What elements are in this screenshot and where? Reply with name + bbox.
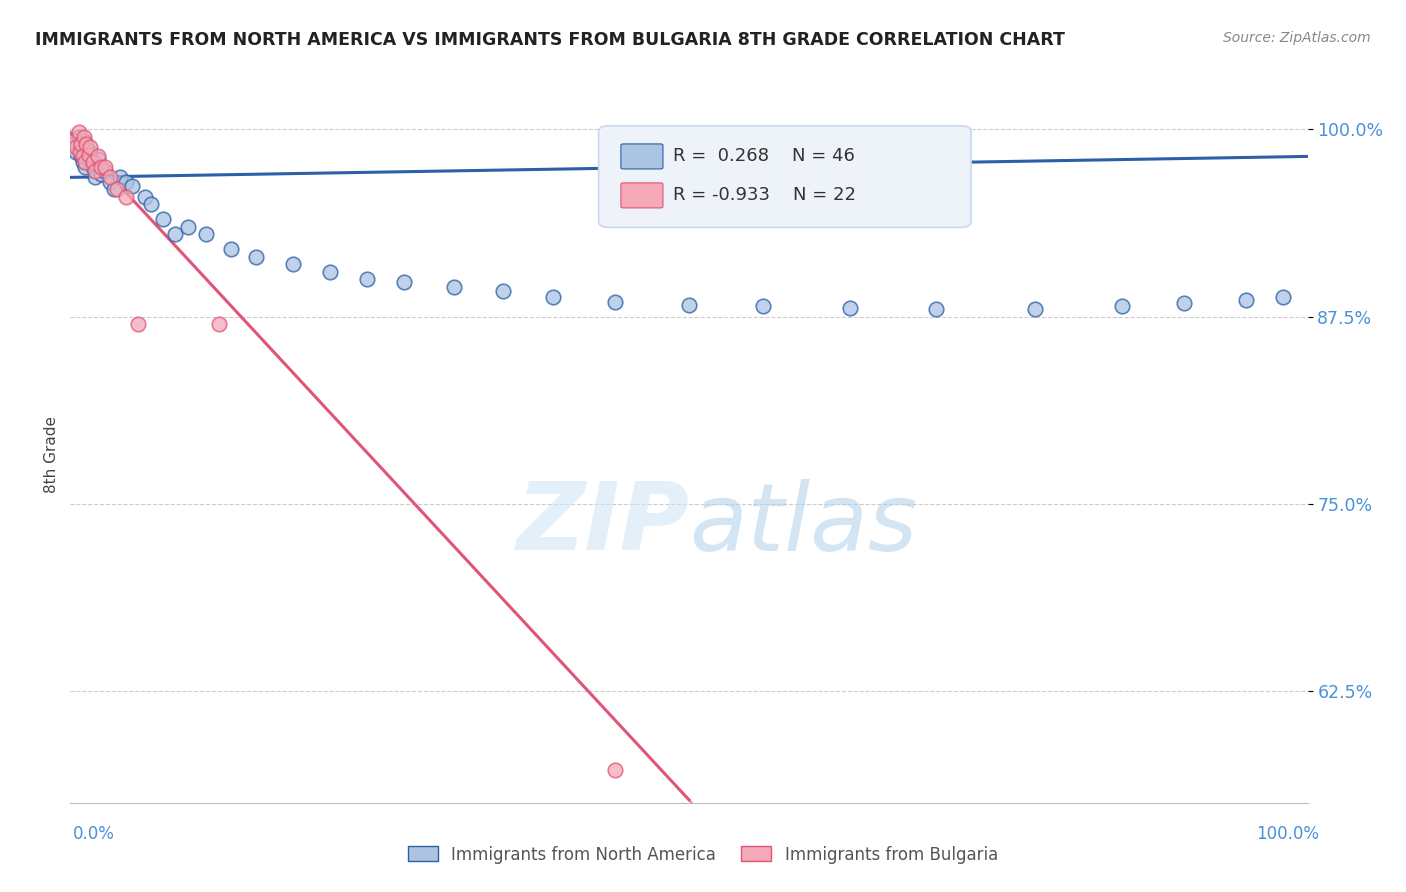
Point xyxy=(838,301,860,315)
FancyBboxPatch shape xyxy=(621,183,664,208)
Text: ZIP: ZIP xyxy=(516,478,689,571)
Text: 100.0%: 100.0% xyxy=(1256,825,1319,843)
Point xyxy=(84,164,107,178)
Point xyxy=(79,140,101,154)
Point xyxy=(75,155,97,169)
Point xyxy=(105,182,128,196)
Point xyxy=(603,763,626,777)
Point xyxy=(541,290,564,304)
Point xyxy=(356,272,378,286)
Point xyxy=(245,250,267,264)
Text: R = -0.933    N = 22: R = -0.933 N = 22 xyxy=(673,186,856,203)
Point xyxy=(94,160,117,174)
Point xyxy=(1173,296,1195,310)
Point xyxy=(98,175,121,189)
Point xyxy=(678,297,700,311)
Point xyxy=(177,219,200,234)
Point xyxy=(603,294,626,309)
Point xyxy=(86,153,108,167)
Point xyxy=(925,301,948,316)
Point xyxy=(121,179,143,194)
Point xyxy=(394,275,416,289)
Point xyxy=(281,257,304,271)
Point xyxy=(84,170,107,185)
Point xyxy=(115,175,138,189)
Point xyxy=(70,137,93,152)
Point xyxy=(65,140,87,154)
Point xyxy=(165,227,187,242)
Point xyxy=(1111,299,1133,313)
Point xyxy=(108,170,131,185)
Point xyxy=(82,160,104,174)
Point xyxy=(77,153,100,167)
Point xyxy=(63,135,86,149)
Y-axis label: 8th Grade: 8th Grade xyxy=(44,417,59,493)
Point xyxy=(1271,290,1294,304)
Point xyxy=(492,284,515,298)
Point xyxy=(98,170,121,185)
Point xyxy=(63,137,86,152)
Point xyxy=(82,155,104,169)
FancyBboxPatch shape xyxy=(599,126,972,227)
Point xyxy=(72,149,94,163)
Point xyxy=(75,160,97,174)
FancyBboxPatch shape xyxy=(621,144,664,169)
Point xyxy=(67,130,90,145)
Point xyxy=(75,137,97,152)
Text: IMMIGRANTS FROM NORTH AMERICA VS IMMIGRANTS FROM BULGARIA 8TH GRADE CORRELATION : IMMIGRANTS FROM NORTH AMERICA VS IMMIGRA… xyxy=(35,31,1064,49)
Point xyxy=(75,140,97,154)
Point xyxy=(72,155,94,169)
Point xyxy=(219,242,242,256)
Point xyxy=(443,279,465,293)
Point xyxy=(208,317,231,331)
Point xyxy=(139,197,162,211)
Text: R =  0.268    N = 46: R = 0.268 N = 46 xyxy=(673,147,855,165)
Point xyxy=(69,140,91,154)
Point xyxy=(67,126,90,140)
Point xyxy=(69,145,91,159)
Point xyxy=(73,130,96,145)
Point xyxy=(319,265,342,279)
Text: atlas: atlas xyxy=(689,479,917,570)
Point xyxy=(752,299,775,313)
Point xyxy=(90,160,112,174)
Point xyxy=(103,182,125,196)
Point xyxy=(65,145,87,159)
Point xyxy=(94,164,117,178)
Point xyxy=(86,149,108,163)
Point xyxy=(127,317,149,331)
Point xyxy=(115,190,138,204)
Point xyxy=(134,190,156,204)
Point xyxy=(152,212,174,227)
Point xyxy=(79,145,101,159)
Text: 0.0%: 0.0% xyxy=(73,825,115,843)
Point xyxy=(70,149,93,163)
Text: Source: ZipAtlas.com: Source: ZipAtlas.com xyxy=(1223,31,1371,45)
Point xyxy=(90,167,112,181)
Point xyxy=(195,227,218,242)
Point xyxy=(1024,301,1046,316)
Point xyxy=(1234,293,1257,307)
Point xyxy=(73,135,96,149)
Point xyxy=(77,148,100,162)
Legend: Immigrants from North America, Immigrants from Bulgaria: Immigrants from North America, Immigrant… xyxy=(402,839,1004,871)
